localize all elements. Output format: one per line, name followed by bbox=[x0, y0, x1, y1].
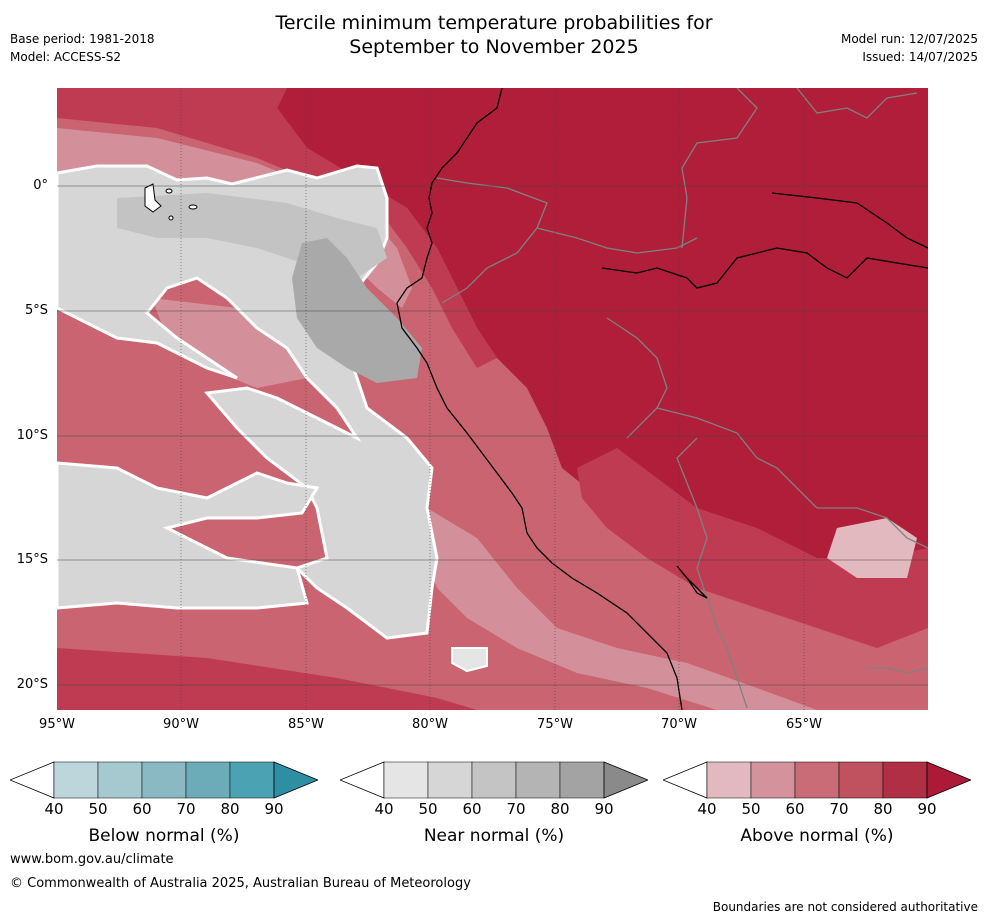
colorbar-under-triangle bbox=[340, 761, 385, 799]
below-normal-colorbar-swatches bbox=[10, 761, 318, 799]
colorbar-swatch bbox=[185, 761, 231, 799]
galapagos-islands bbox=[144, 183, 198, 221]
colorbar-swatch bbox=[471, 761, 517, 799]
below-tick-40: 40 bbox=[44, 800, 64, 818]
colorbar-swatch bbox=[515, 761, 561, 799]
country-borders bbox=[436, 88, 928, 709]
above-tick-60: 60 bbox=[785, 800, 805, 818]
above-tick-80: 80 bbox=[873, 800, 893, 818]
above-tick-90: 90 bbox=[917, 800, 937, 818]
above-normal-90-region bbox=[277, 88, 928, 618]
lat-tick-20s: 20°S bbox=[16, 677, 48, 692]
near-tick-40: 40 bbox=[374, 800, 394, 818]
above-normal-label: Above normal (%) bbox=[740, 826, 894, 846]
colorbar-under-triangle bbox=[663, 761, 708, 799]
colorbar-under-triangle bbox=[10, 761, 55, 799]
near-normal-40-lower-region bbox=[57, 461, 320, 610]
colorbar-swatch bbox=[97, 761, 143, 799]
above-tick-50: 50 bbox=[741, 800, 761, 818]
above-normal-50-southeast bbox=[827, 518, 917, 578]
model-text: Model: ACCESS-S2 bbox=[10, 50, 122, 64]
near-normal-colorbar bbox=[340, 761, 648, 799]
lon-tick-80w: 80°W bbox=[412, 717, 448, 732]
title-line-2: September to November 2025 bbox=[349, 36, 639, 58]
near-tick-80: 80 bbox=[550, 800, 570, 818]
below-normal-label: Below normal (%) bbox=[88, 826, 240, 846]
coastlines bbox=[396, 88, 928, 710]
above-normal-80-south-band bbox=[57, 648, 477, 710]
colorbar-swatch bbox=[750, 761, 796, 799]
above-normal-80-east-patch bbox=[577, 448, 928, 648]
below-tick-70: 70 bbox=[176, 800, 196, 818]
colorbar-swatch bbox=[383, 761, 429, 799]
colorbar-swatch bbox=[794, 761, 840, 799]
colorbar-swatch bbox=[141, 761, 187, 799]
below-tick-80: 80 bbox=[220, 800, 240, 818]
base-period-text: Base period: 1981-2018 bbox=[10, 32, 155, 46]
colorbar-swatch bbox=[559, 761, 605, 799]
colorbar-over-triangle bbox=[926, 761, 971, 799]
below-tick-60: 60 bbox=[132, 800, 152, 818]
near-tick-90: 90 bbox=[594, 800, 614, 818]
below-normal-colorbar bbox=[10, 761, 318, 799]
lat-tick-15s: 15°S bbox=[16, 552, 48, 567]
disclaimer-text: Boundaries are not considered authoritat… bbox=[712, 900, 978, 914]
issued-text: Issued: 14/07/2025 bbox=[862, 50, 978, 64]
title-line-1: Tercile minimum temperature probabilitie… bbox=[275, 12, 713, 34]
below-tick-50: 50 bbox=[88, 800, 108, 818]
lon-tick-85w: 85°W bbox=[288, 717, 324, 732]
near-normal-colorbar-swatches bbox=[340, 761, 648, 799]
copyright-text: © Commonwealth of Australia 2025, Austra… bbox=[10, 876, 471, 891]
near-tick-50: 50 bbox=[418, 800, 438, 818]
above-normal-colorbar bbox=[663, 761, 971, 799]
model-run-text: Model run: 12/07/2025 bbox=[840, 32, 978, 46]
river-branch-north bbox=[771, 192, 928, 249]
lon-tick-65w: 65°W bbox=[786, 717, 822, 732]
lake-titicaca-outline bbox=[676, 565, 708, 599]
near-tick-70: 70 bbox=[506, 800, 526, 818]
lon-tick-95w: 95°W bbox=[39, 717, 75, 732]
colorbar-swatch bbox=[706, 761, 752, 799]
lon-tick-70w: 70°W bbox=[661, 717, 697, 732]
below-tick-90: 90 bbox=[264, 800, 284, 818]
lat-tick-5s: 5°S bbox=[24, 303, 48, 318]
colorbar-swatch bbox=[229, 761, 275, 799]
above-normal-60-coastal-band bbox=[422, 508, 817, 710]
website-link[interactable]: www.bom.gov.au/climate bbox=[10, 852, 174, 867]
above-normal-colorbar-swatches bbox=[663, 761, 971, 799]
above-tick-70: 70 bbox=[829, 800, 849, 818]
probability-map bbox=[57, 88, 928, 710]
header-left-meta: Base period: 1981-2018 Model: ACCESS-S2 bbox=[10, 30, 155, 66]
above-normal-80-band bbox=[57, 88, 497, 368]
lon-tick-90w: 90°W bbox=[163, 717, 199, 732]
lat-tick-10s: 10°S bbox=[16, 428, 48, 443]
near-normal-label: Near normal (%) bbox=[423, 826, 565, 846]
colorbar-swatch bbox=[838, 761, 884, 799]
lon-tick-75w: 75°W bbox=[537, 717, 573, 732]
map-title: Tercile minimum temperature probabilitie… bbox=[0, 11, 988, 59]
colorbar-swatch bbox=[427, 761, 473, 799]
amazon-river-outline bbox=[601, 247, 928, 289]
near-normal-70-patch bbox=[292, 238, 422, 383]
latitude-gridlines bbox=[57, 185, 928, 686]
colorbar-swatch bbox=[882, 761, 928, 799]
near-normal-40-islet bbox=[451, 647, 488, 673]
coastline-main bbox=[396, 88, 683, 710]
above-tick-40: 40 bbox=[697, 800, 717, 818]
lat-tick-0: 0° bbox=[33, 178, 48, 193]
colorbar-over-triangle bbox=[603, 761, 648, 799]
colorbar-over-triangle bbox=[273, 761, 318, 799]
near-tick-60: 60 bbox=[462, 800, 482, 818]
colorbar-swatch bbox=[53, 761, 99, 799]
header-right-meta: Model run: 12/07/2025 Issued: 14/07/2025 bbox=[841, 30, 978, 66]
